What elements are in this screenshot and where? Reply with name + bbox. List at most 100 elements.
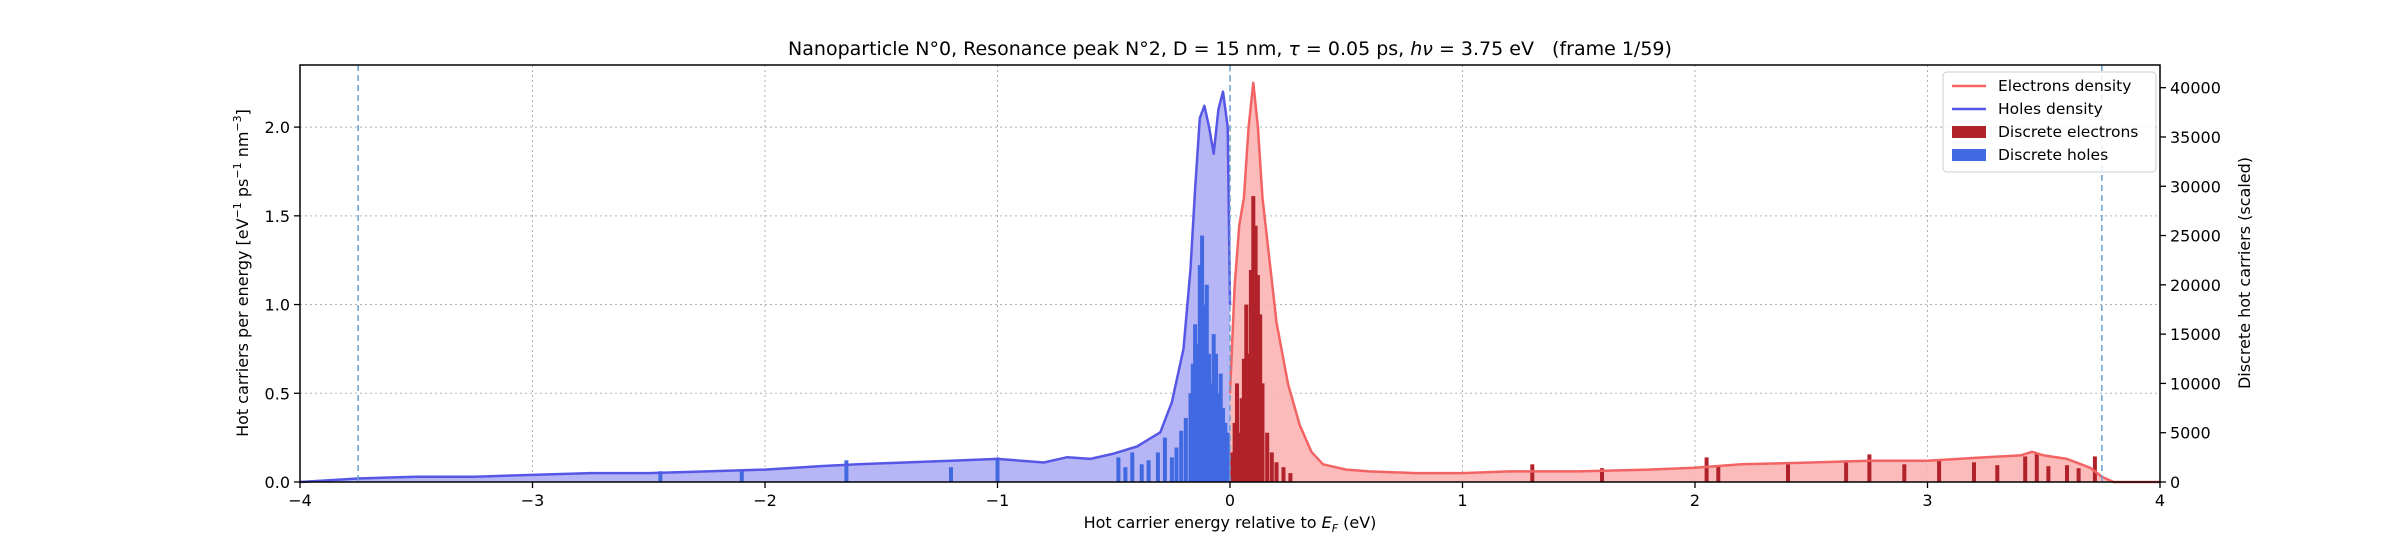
discrete-hole-bar: [1200, 235, 1205, 482]
ylabel-nm: nm: [233, 132, 252, 163]
discrete-electron-bar: [1530, 464, 1535, 482]
x-tick-label: −4: [288, 491, 312, 510]
electrons-density-line: [1228, 81, 2160, 484]
ylabel-exp2: −1: [231, 162, 244, 178]
discrete-hole-bar: [1116, 457, 1121, 482]
discrete-hole-bar: [1155, 452, 1160, 482]
discrete-electron-bar: [1288, 473, 1293, 482]
discrete-electron-bar: [1230, 452, 1235, 482]
ylabel-close: ]: [233, 109, 252, 115]
title-tau: τ: [1288, 38, 1300, 60]
discrete-electron-bar: [1235, 383, 1239, 482]
y2-tick-label: 20000: [2170, 276, 2221, 295]
discrete-electron-bar: [1972, 462, 1976, 482]
y2-tick-label: 35000: [2170, 128, 2221, 147]
x-tick-label: 4: [2155, 491, 2165, 510]
discrete-hole-bar: [1223, 422, 1228, 482]
y2-tick-label: 5000: [2170, 424, 2211, 443]
title-part-2: = 0.05 ps,: [1300, 38, 1410, 60]
x-tick-label: −2: [753, 491, 777, 510]
holes-density-line: [299, 90, 1232, 484]
discrete-hole-bar: [1221, 408, 1225, 482]
discrete-electron-bar: [1244, 304, 1249, 482]
x-tick-label: 0: [1225, 491, 1235, 510]
x-tick-label: 1: [1457, 491, 1467, 510]
legend-box: [1942, 71, 2157, 173]
discrete-electron-bar: [1255, 275, 1260, 482]
y2-tick-label: 0: [2170, 473, 2180, 492]
discrete-hole-bar: [1183, 417, 1188, 482]
ylabel-exp3: −3: [231, 115, 244, 131]
discrete-electron-bar: [1902, 464, 1907, 482]
discrete-electron-bar: [1786, 464, 1790, 482]
discrete-hole-bar: [1204, 284, 1209, 482]
discrete-electron-bar: [1995, 465, 2000, 482]
discrete-electron-bar: [1253, 225, 1258, 482]
discrete-hole-bar: [739, 470, 744, 482]
discrete-hole-bar: [1169, 457, 1174, 482]
discrete-hole-bar: [1123, 467, 1128, 482]
discrete-hole-bar: [1209, 383, 1214, 482]
discrete-electron-bar: [1246, 353, 1251, 482]
discrete-hole-bar: [1130, 452, 1135, 482]
legend: Electrons density Holes density Discrete…: [1942, 71, 2157, 173]
x-tick-label: −1: [986, 491, 1010, 510]
discrete-hole-bar: [1214, 353, 1218, 482]
discrete-electron-bar: [1704, 457, 1709, 482]
discrete-electron-bar: [1237, 432, 1242, 482]
discrete-hole-bar: [1188, 393, 1193, 482]
discrete-electron-bar: [1716, 466, 1721, 482]
axis-ticks: −4 −3 −2 −1 0 1 2 3 4 0.0 0.5 1.0 1.5 2.0 0 5000 10000 15…: [265, 79, 2221, 510]
discrete-electron-bar: [2076, 468, 2081, 482]
legend-label-electrons-density: Electrons density: [1998, 77, 2131, 95]
ylabel-text: Hot carriers per energy [eV: [233, 218, 252, 437]
y-tick-label: 1.0: [265, 296, 290, 315]
discrete-electron-bar: [1844, 460, 1849, 482]
title-part-3: = 3.75 eV (frame 1/59): [1433, 38, 1672, 60]
x-axis-label: Hot carrier energy relative to EF (eV): [1084, 513, 1377, 535]
legend-swatch-discrete-holes: [1952, 149, 1986, 161]
discrete-electron-bar: [2092, 456, 2097, 482]
discrete-electron-bar: [1258, 314, 1263, 482]
discrete-hole-bar: [1225, 432, 1230, 482]
y2-tick-label: 30000: [2170, 177, 2221, 196]
discrete-electron-bar: [1239, 398, 1244, 482]
discrete-electron-bar: [1269, 452, 1274, 482]
y-tick-label: 1.5: [265, 207, 290, 226]
ylabel-exp1: −1: [231, 202, 244, 218]
discrete-hole-bar: [1216, 393, 1221, 482]
y2-axis-label: Discrete hot carriers (scaled): [2235, 157, 2254, 389]
xlabel-e: E: [1322, 513, 1333, 532]
discrete-hole-bar: [1197, 265, 1202, 482]
xlabel-text: Hot carrier energy relative to: [1084, 513, 1322, 532]
x-tick-label: 3: [1922, 491, 1932, 510]
discrete-hole-bar: [1202, 304, 1207, 482]
discrete-hole-bar: [1139, 464, 1144, 482]
discrete-electron-bar: [2046, 466, 2051, 482]
x-tick-label: 2: [1690, 491, 1700, 510]
discrete-hole-bar: [1190, 363, 1195, 482]
discrete-bars: [658, 196, 2097, 482]
title-hnu: hν: [1410, 38, 1433, 60]
discrete-electron-bar: [1937, 460, 1942, 482]
discrete-electron-bar: [1251, 196, 1256, 482]
discrete-hole-bar: [1193, 324, 1198, 482]
discrete-hole-bar: [844, 460, 849, 482]
legend-label-discrete-holes: Discrete holes: [1998, 146, 2108, 164]
discrete-hole-bar: [1179, 430, 1184, 482]
y-tick-label: 2.0: [265, 118, 290, 137]
discrete-electron-bar: [2034, 453, 2039, 482]
y2-tick-label: 40000: [2170, 79, 2221, 98]
chart-title: Nanoparticle N°0, Resonance peak N°2, D …: [788, 38, 1672, 60]
xlabel-unit: (eV): [1338, 513, 1376, 532]
y2-tick-label: 15000: [2170, 325, 2221, 344]
density-lines: [299, 81, 2160, 484]
y-axis-label: Hot carriers per energy [eV−1 ps−1 nm−3]: [231, 109, 252, 437]
discrete-electron-bar: [1265, 432, 1270, 482]
discrete-electron-bar: [1600, 468, 1604, 482]
legend-label-holes-density: Holes density: [1998, 100, 2103, 118]
ylabel-ps: ps: [233, 179, 252, 203]
discrete-electron-bar: [1281, 467, 1286, 482]
y-tick-label: 0.5: [265, 384, 290, 403]
